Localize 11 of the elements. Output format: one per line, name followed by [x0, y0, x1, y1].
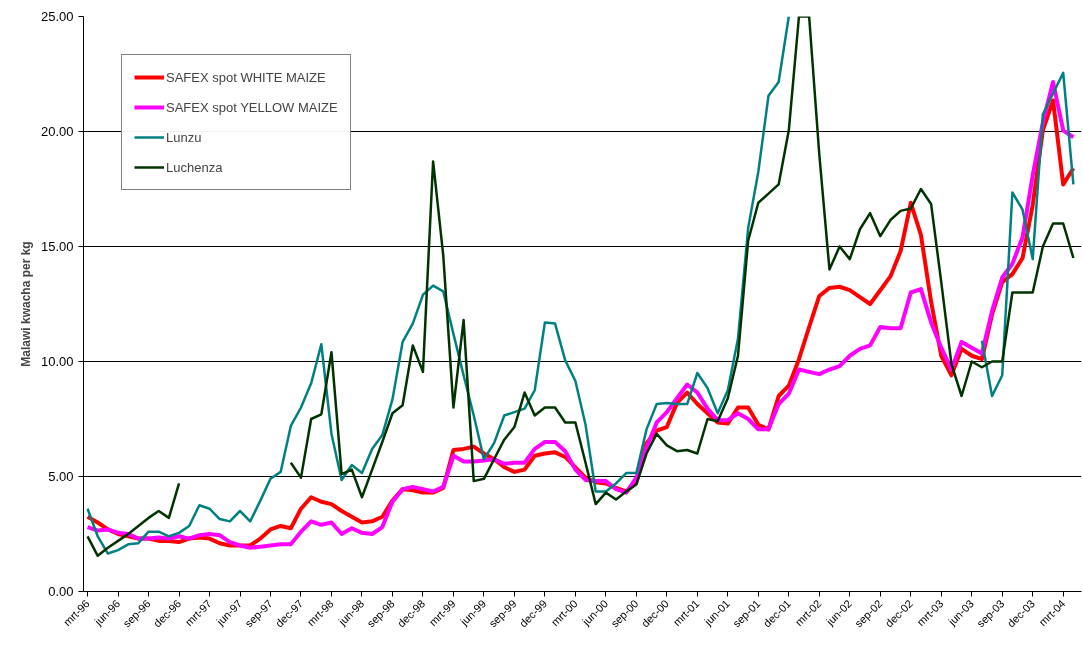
y-tick-label: 20.00 — [40, 124, 74, 139]
y-tick-label: 25.00 — [40, 9, 74, 24]
legend-label: Lunzu — [166, 129, 202, 145]
y-axis-title: Malawi kwacha per kg — [18, 241, 33, 367]
y-tick-label: 15.00 — [40, 239, 74, 254]
y-tick-label: 5.00 — [48, 469, 74, 484]
legend-label: Luchenza — [166, 159, 223, 175]
y-tick-label: 10.00 — [40, 354, 74, 369]
legend-label: SAFEX spot YELLOW MAIZE — [166, 99, 338, 115]
legend-label: SAFEX spot WHITE MAIZE — [166, 69, 326, 85]
y-tick-label: 0.00 — [48, 584, 74, 599]
